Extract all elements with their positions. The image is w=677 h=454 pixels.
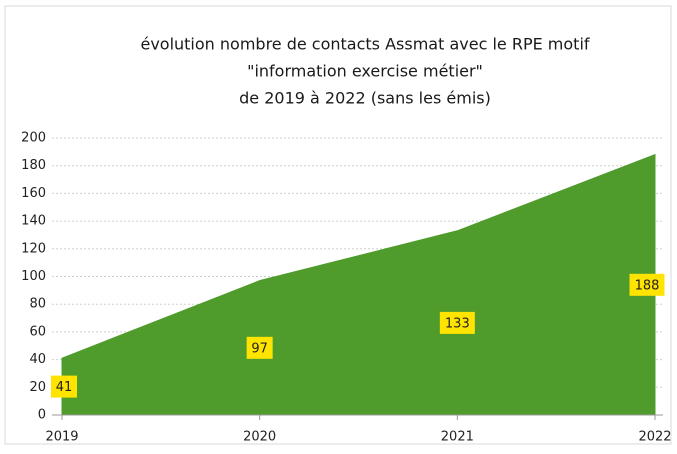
data-label-box xyxy=(51,375,77,398)
y-tick-label: 20 xyxy=(29,380,46,395)
y-tick-label: 0 xyxy=(38,408,46,423)
data-label-box xyxy=(629,273,665,296)
data-label: 188 xyxy=(635,278,660,293)
y-tick-label: 40 xyxy=(29,352,46,367)
chart-title: "information exercise métier" xyxy=(247,62,483,81)
data-label: 41 xyxy=(56,380,73,395)
data-label: 97 xyxy=(251,341,268,356)
y-tick-label: 60 xyxy=(29,324,46,339)
y-tick-label: 200 xyxy=(21,131,46,146)
x-tick-label: 2020 xyxy=(243,430,276,445)
data-label-box xyxy=(439,311,475,334)
chart-title: évolution nombre de contacts Assmat avec… xyxy=(140,35,589,54)
y-tick-label: 180 xyxy=(21,158,46,173)
y-tick-label: 100 xyxy=(21,269,46,284)
x-tick-label: 2019 xyxy=(45,430,78,445)
y-tick-label: 140 xyxy=(21,214,46,229)
y-tick-label: 80 xyxy=(29,297,46,312)
y-tick-label: 160 xyxy=(21,186,46,201)
chart-title: de 2019 à 2022 (sans les émis) xyxy=(239,89,491,108)
data-label: 133 xyxy=(445,316,470,331)
x-tick-label: 2021 xyxy=(441,430,474,445)
y-tick-label: 120 xyxy=(21,241,46,256)
data-label-box xyxy=(246,336,273,359)
x-tick-label: 2022 xyxy=(638,430,671,445)
